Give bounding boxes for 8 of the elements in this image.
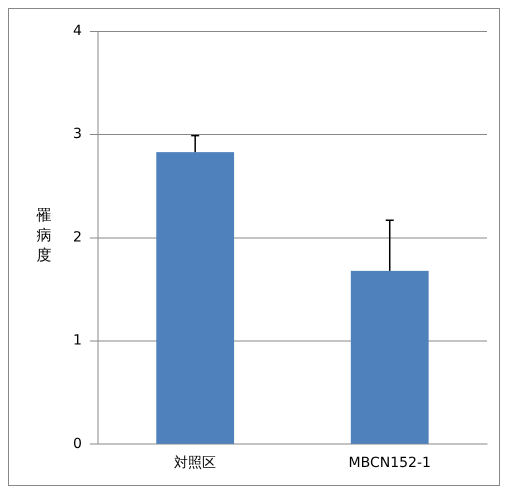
y-axis-title: 罹病度: [36, 205, 52, 265]
y-tick-label: 3: [72, 126, 82, 142]
x-tick-label: 対照区: [174, 455, 216, 472]
y-tick-label: 0: [72, 436, 82, 452]
y-tick-label: 1: [72, 332, 82, 349]
y-tick-label: 2: [72, 229, 82, 246]
x-tick-label: MBCN152-1: [348, 455, 431, 472]
y-tick-label: 4: [72, 23, 82, 40]
